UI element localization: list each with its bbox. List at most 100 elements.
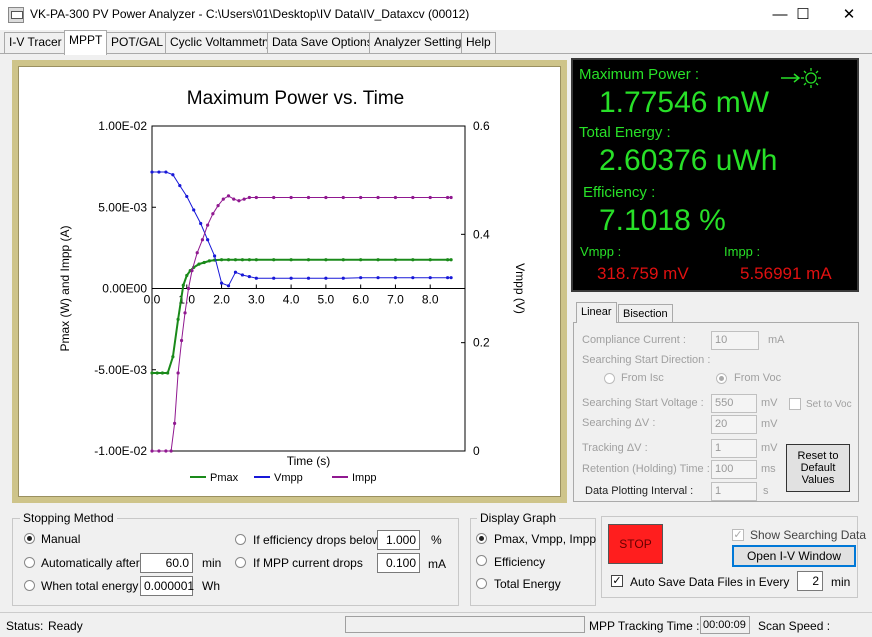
set-to-voc-label: Set to Voc bbox=[806, 399, 852, 410]
tab-data-save-options[interactable]: Data Save Options bbox=[267, 32, 378, 53]
efficiency-drops-input[interactable]: 1.000 bbox=[377, 530, 420, 550]
data-point-vmpp bbox=[289, 276, 293, 280]
search-direction-label: Searching Start Direction : bbox=[582, 354, 711, 366]
tab-mppt[interactable]: MPPT bbox=[64, 30, 108, 55]
open-iv-window-button[interactable]: Open I-V Window bbox=[732, 545, 856, 567]
tab-cyclic-voltammetry[interactable]: Cyclic Voltammetry bbox=[165, 32, 278, 53]
total-energy-input[interactable]: 0.000001 bbox=[140, 576, 194, 596]
vmpp-value: 318.759 mV bbox=[597, 264, 689, 283]
data-point-vmpp bbox=[324, 276, 328, 280]
data-point-vmpp bbox=[213, 254, 217, 258]
compliance-label: Compliance Current : bbox=[582, 334, 686, 346]
tab-help[interactable]: Help bbox=[461, 32, 496, 53]
data-point-pmax bbox=[207, 259, 211, 263]
data-point-vmpp bbox=[341, 276, 345, 280]
plot-interval-input[interactable]: 1 bbox=[711, 482, 757, 501]
data-point-impp bbox=[446, 195, 450, 200]
mpp-current-drops-label: If MPP current drops bbox=[253, 556, 363, 570]
retention-input[interactable]: 100 bbox=[711, 460, 757, 479]
search-settings-panel: Compliance Current : 10 mA Searching Sta… bbox=[573, 322, 859, 502]
data-point-vmpp bbox=[359, 276, 363, 280]
mpp-current-drops-radio[interactable] bbox=[235, 557, 246, 568]
data-point-impp bbox=[341, 195, 345, 200]
max-power-label: Maximum Power : bbox=[579, 66, 700, 83]
tab-iv-tracer[interactable]: I-V Tracer bbox=[4, 32, 67, 53]
data-point-pmax bbox=[359, 258, 363, 262]
app-icon bbox=[8, 7, 24, 23]
compliance-unit: mA bbox=[768, 334, 785, 346]
close-button[interactable]: ✕ bbox=[842, 6, 856, 23]
retention-unit: ms bbox=[761, 463, 776, 475]
data-point-vmpp bbox=[254, 276, 258, 280]
maximize-button[interactable]: ☐ bbox=[796, 6, 810, 23]
data-point-pmax bbox=[166, 371, 170, 375]
series-line-pmax bbox=[152, 258, 452, 374]
y-tick-label: -5.00E-03 bbox=[94, 363, 147, 377]
auto-save-checkbox[interactable]: ✓ bbox=[611, 575, 623, 587]
data-point-pmax bbox=[240, 258, 245, 262]
tracking-time-label: MPP Tracking Time : bbox=[589, 619, 700, 633]
reset-defaults-button[interactable]: Reset to Default Values bbox=[786, 444, 850, 492]
compliance-input[interactable]: 10 bbox=[711, 331, 759, 350]
data-point-pmax bbox=[341, 258, 345, 262]
x-tick-label: 8.0 bbox=[422, 293, 439, 307]
manual-radio[interactable] bbox=[24, 533, 35, 544]
tab-bisection[interactable]: Bisection bbox=[618, 304, 673, 323]
data-point-impp bbox=[324, 195, 328, 200]
total-energy-unit: Wh bbox=[202, 579, 220, 593]
stop-button[interactable]: STOP bbox=[608, 524, 663, 564]
tab-analyzer-settings[interactable]: Analyzer Settings bbox=[369, 32, 473, 53]
series-line-vmpp bbox=[152, 171, 452, 287]
display-efficiency-radio[interactable] bbox=[476, 555, 487, 566]
data-point-vmpp bbox=[240, 273, 245, 277]
data-point-vmpp bbox=[428, 276, 432, 280]
display-pmax-label: Pmax, Vmpp, Impp bbox=[494, 532, 597, 546]
start-voltage-input[interactable]: 550 bbox=[711, 394, 757, 413]
data-point-impp bbox=[221, 197, 225, 201]
data-point-pmax bbox=[176, 317, 180, 321]
efficiency-value: 7.1018 % bbox=[599, 204, 726, 237]
data-point-pmax bbox=[324, 258, 328, 262]
data-point-impp bbox=[195, 251, 199, 255]
auto-after-label: Automatically after bbox=[41, 556, 140, 570]
tab-pot-gal[interactable]: POT/GAL bbox=[106, 32, 169, 53]
data-point-impp bbox=[173, 421, 177, 425]
total-energy-radio[interactable] bbox=[24, 580, 35, 591]
auto-after-radio[interactable] bbox=[24, 557, 35, 568]
title-bar: VK-PA-300 PV Power Analyzer - C:\Users\0… bbox=[0, 0, 872, 30]
display-total-energy-radio[interactable] bbox=[476, 578, 487, 589]
auto-after-input[interactable]: 60.0 bbox=[140, 553, 193, 573]
from-voc-radio[interactable] bbox=[716, 373, 727, 384]
auto-save-interval-input[interactable]: 2 bbox=[797, 571, 823, 591]
tab-linear[interactable]: Linear bbox=[576, 302, 617, 323]
mpp-current-drops-input[interactable]: 0.100 bbox=[377, 553, 420, 573]
tracking-input[interactable]: 1 bbox=[711, 439, 757, 458]
data-point-pmax bbox=[185, 273, 189, 278]
show-searching-checkbox[interactable]: ✓ bbox=[732, 529, 744, 541]
x-tick-label: 5.0 bbox=[318, 293, 335, 307]
total-energy-value: 2.60376 uWh bbox=[599, 144, 778, 177]
data-point-impp bbox=[376, 195, 380, 200]
from-voc-label: From Voc bbox=[734, 372, 782, 384]
data-point-vmpp bbox=[157, 170, 161, 174]
impp-value: 5.56991 mA bbox=[740, 264, 832, 283]
from-isc-radio[interactable] bbox=[604, 373, 615, 384]
display-pmax-radio[interactable] bbox=[476, 533, 487, 544]
x-tick-label: 2.0 bbox=[213, 293, 230, 307]
delta-v-label: Searching ΔV : bbox=[582, 417, 656, 429]
data-point-vmpp bbox=[449, 276, 453, 280]
data-point-impp bbox=[232, 197, 236, 201]
set-to-voc-checkbox[interactable] bbox=[789, 398, 801, 410]
delta-v-input[interactable]: 20 bbox=[711, 415, 757, 434]
x-tick-label: 4.0 bbox=[283, 293, 300, 307]
data-point-pmax bbox=[155, 371, 159, 375]
minimize-button[interactable]: — bbox=[772, 6, 788, 23]
y-axis-label: Pmax (W) and Impp (A) bbox=[58, 225, 72, 351]
scan-speed-label: Scan Speed : bbox=[758, 619, 831, 633]
data-point-vmpp bbox=[446, 276, 450, 280]
tracking-time-value: 00:00:09 bbox=[700, 616, 750, 634]
y-tick-label: -1.00E-02 bbox=[94, 444, 147, 458]
data-point-pmax bbox=[150, 371, 154, 375]
sun-icon bbox=[781, 68, 821, 88]
efficiency-drops-radio[interactable] bbox=[235, 534, 246, 545]
